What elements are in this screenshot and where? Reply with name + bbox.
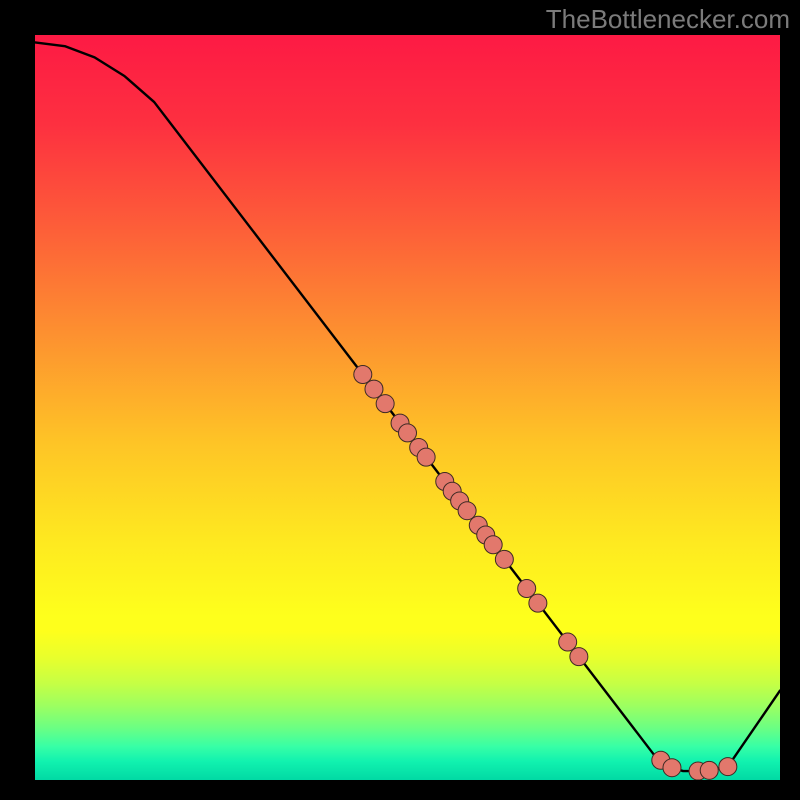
scatter-point bbox=[484, 536, 502, 554]
chart-svg bbox=[35, 35, 780, 780]
scatter-point bbox=[354, 365, 372, 383]
scatter-point bbox=[417, 448, 435, 466]
plot-area bbox=[35, 35, 780, 780]
scatter-point bbox=[477, 526, 495, 544]
scatter-point bbox=[458, 502, 476, 520]
scatter-point bbox=[436, 472, 454, 490]
scatter-point bbox=[570, 648, 588, 666]
scatter-point bbox=[410, 438, 428, 456]
scatter-point bbox=[443, 482, 461, 500]
scatter-point bbox=[689, 762, 707, 780]
scatter-point bbox=[451, 492, 469, 510]
watermark-label: TheBottlenecker.com bbox=[546, 4, 790, 35]
scatter-point bbox=[719, 758, 737, 776]
scatter-point bbox=[559, 633, 577, 651]
scatter-point bbox=[518, 580, 536, 598]
scatter-point bbox=[399, 424, 417, 442]
chart-stage: TheBottlenecker.com bbox=[0, 0, 800, 800]
scatter-point bbox=[469, 516, 487, 534]
scatter-point bbox=[376, 395, 394, 413]
bottleneck-curve bbox=[35, 42, 780, 771]
gradient-background bbox=[35, 35, 780, 780]
scatter-point bbox=[663, 759, 681, 777]
scatter-point bbox=[391, 414, 409, 432]
scatter-point bbox=[495, 550, 513, 568]
scatter-group bbox=[354, 365, 737, 780]
scatter-point bbox=[529, 594, 547, 612]
scatter-point bbox=[365, 380, 383, 398]
scatter-point bbox=[700, 761, 718, 779]
scatter-point bbox=[652, 751, 670, 769]
